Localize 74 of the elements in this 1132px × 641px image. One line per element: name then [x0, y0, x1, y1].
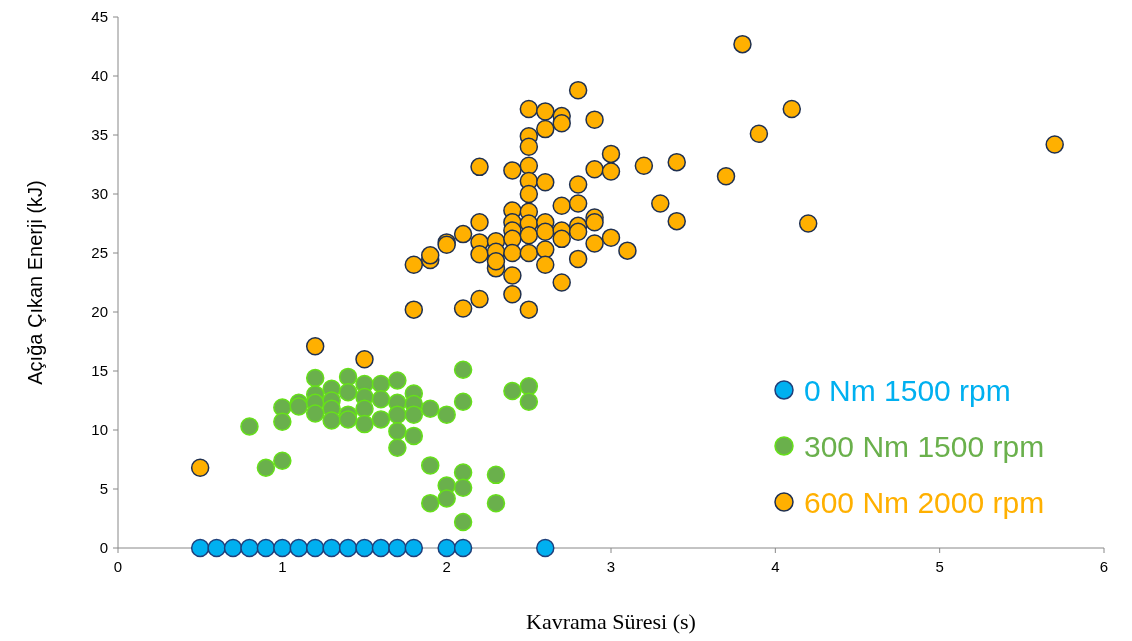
point [338, 382, 358, 402]
point [486, 493, 506, 513]
point [388, 421, 407, 441]
x-axis-title: Kavrama Süresi (s) [526, 609, 696, 634]
point [453, 392, 473, 411]
point [305, 404, 325, 423]
x-tick-label: 2 [442, 558, 451, 575]
y-axis-title: Açığa Çıkan Enerji (kJ) [24, 180, 46, 385]
point [420, 493, 440, 513]
point [453, 538, 473, 558]
point [420, 399, 440, 419]
point [305, 368, 325, 388]
point [437, 489, 456, 508]
point [503, 381, 522, 401]
point [420, 456, 440, 475]
point [223, 538, 243, 558]
y-tick-label: 35 [91, 126, 108, 144]
x-tick-label: 1 [278, 558, 287, 575]
x-tick-label: 4 [771, 558, 780, 575]
point [453, 512, 473, 532]
point [256, 458, 276, 478]
point [453, 463, 473, 482]
point [273, 412, 292, 431]
legend-label: 300 Nm 1500 rpm [804, 429, 1045, 463]
legend-label: 600 Nm 2000 rpm [804, 485, 1045, 519]
point [437, 538, 456, 558]
point [322, 538, 341, 558]
point [371, 410, 391, 429]
point [404, 405, 424, 424]
x-tick-label: 3 [606, 558, 616, 575]
point [240, 417, 259, 436]
point [371, 390, 391, 409]
x-tick-label: 0 [113, 558, 123, 575]
point [388, 538, 407, 558]
point [355, 414, 374, 434]
point [453, 360, 473, 380]
point [486, 465, 506, 485]
point [338, 367, 358, 387]
point [453, 478, 473, 498]
point [338, 410, 358, 429]
point [355, 538, 374, 558]
y-tick-label: 20 [91, 303, 108, 321]
point [190, 538, 210, 558]
point [519, 377, 539, 396]
point [388, 405, 407, 424]
point [289, 538, 309, 558]
point [388, 371, 407, 390]
legend-label: 0 Nm 1500 rpm [804, 373, 1011, 407]
point [519, 392, 539, 411]
point [404, 538, 424, 558]
y-tick-label: 15 [91, 362, 108, 380]
point [322, 411, 341, 430]
x-tick-label: 5 [935, 558, 944, 575]
point [256, 538, 276, 558]
point [437, 405, 456, 424]
point [355, 399, 374, 419]
point [240, 538, 259, 558]
y-tick-label: 40 [91, 67, 108, 85]
point [207, 538, 226, 558]
y-tick-label: 30 [91, 185, 108, 203]
point [371, 538, 391, 558]
y-tick-label: 5 [99, 480, 108, 498]
point [388, 438, 407, 457]
point [273, 538, 292, 558]
x-tick-label: 6 [1099, 558, 1109, 575]
point [536, 538, 555, 558]
point [273, 451, 292, 470]
point [305, 538, 325, 558]
y-tick-label: 25 [91, 244, 108, 262]
y-tick-label: 10 [91, 421, 108, 439]
point [404, 426, 424, 446]
y-tick-label: 0 [99, 539, 108, 557]
point [338, 538, 358, 558]
y-tick-label: 45 [91, 8, 108, 26]
